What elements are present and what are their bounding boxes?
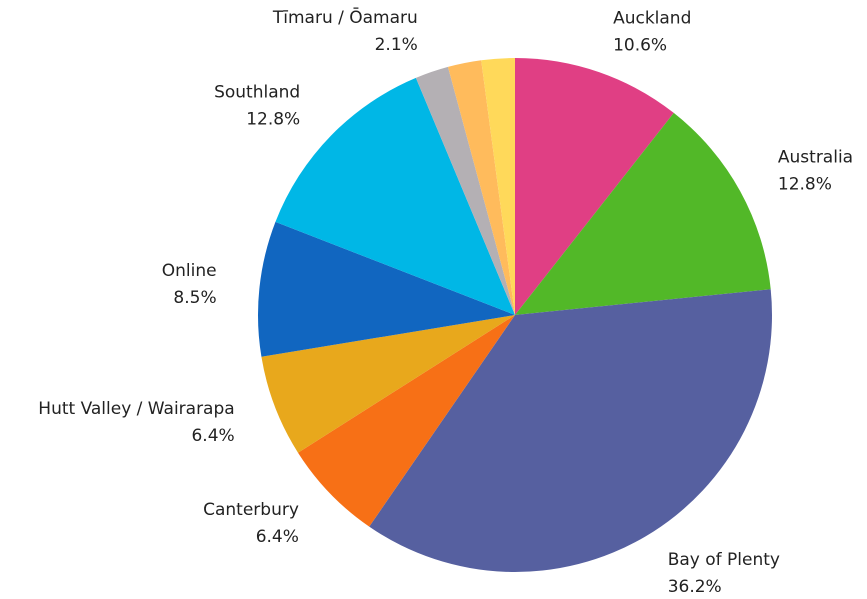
- slice-label: Hutt Valley / Wairarapa: [38, 399, 234, 419]
- slice-label: Australia: [778, 147, 853, 167]
- slice-label: Canterbury: [203, 500, 299, 520]
- pie-slice: [369, 289, 772, 572]
- slice-value: 8.5%: [173, 288, 216, 308]
- slice-value: 36.2%: [668, 577, 722, 597]
- slice-label: Southland: [214, 83, 300, 103]
- pie-slice: [515, 58, 674, 315]
- pie-slice: [258, 221, 515, 357]
- slice-value: 12.8%: [246, 110, 300, 130]
- slice-value: 6.4%: [256, 527, 299, 547]
- pie-slice: [415, 66, 515, 316]
- slice-label: Tīmaru / Ōamaru: [272, 6, 418, 28]
- pie-slice: [261, 315, 515, 453]
- slice-label: Auckland: [613, 8, 691, 28]
- slice-label: Online: [162, 261, 217, 281]
- slice-label: Bay of Plenty: [668, 550, 780, 570]
- slice-value: 2.1%: [375, 35, 418, 55]
- pie-slice: [298, 315, 515, 527]
- slice-value: 10.6%: [613, 35, 667, 55]
- pie-slice: [447, 60, 515, 315]
- pie-slice: [275, 77, 515, 315]
- slice-value: 12.8%: [778, 174, 832, 194]
- slice-value: 6.4%: [191, 426, 234, 446]
- pie-slice: [481, 58, 515, 315]
- pie-slice: [515, 112, 771, 315]
